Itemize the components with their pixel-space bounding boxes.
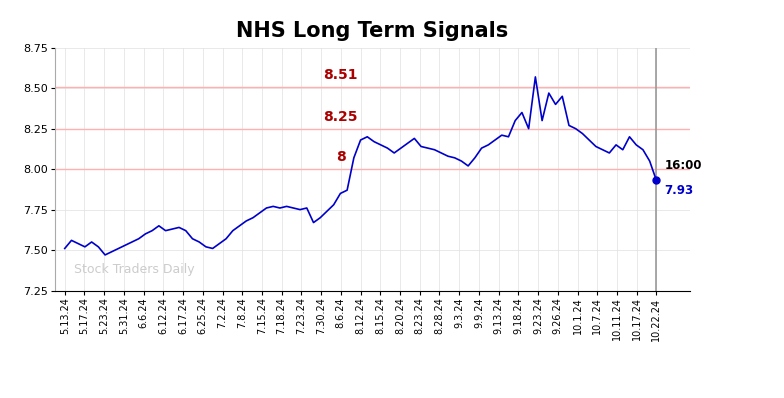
Text: 8.25: 8.25 <box>324 110 358 124</box>
Text: Stock Traders Daily: Stock Traders Daily <box>74 263 194 276</box>
Text: 8.51: 8.51 <box>324 68 358 82</box>
Text: 16:00: 16:00 <box>664 159 702 172</box>
Title: NHS Long Term Signals: NHS Long Term Signals <box>236 21 509 41</box>
Text: 8: 8 <box>336 150 346 164</box>
Text: 7.93: 7.93 <box>664 184 693 197</box>
